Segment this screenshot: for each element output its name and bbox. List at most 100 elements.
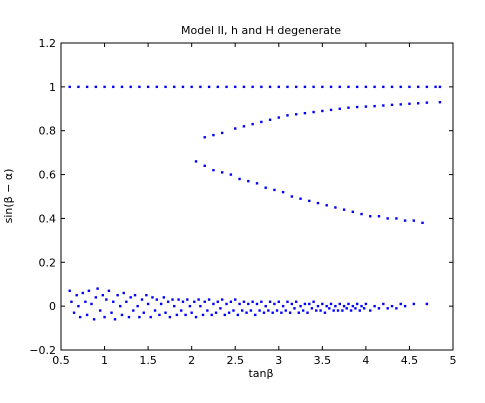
data-point (386, 217, 389, 220)
x-tick-label: 4 (362, 354, 369, 367)
data-point (145, 293, 148, 297)
data-point (173, 85, 176, 89)
data-point (171, 298, 174, 301)
data-point (362, 307, 366, 310)
data-point (277, 300, 280, 303)
series-3 (68, 287, 429, 321)
data-point (303, 302, 307, 306)
data-point (193, 300, 196, 303)
data-point (203, 136, 206, 139)
x-tick-label: 2.5 (226, 354, 244, 367)
data-point (216, 85, 219, 89)
data-point (403, 304, 407, 308)
data-point (212, 168, 215, 172)
data-point (308, 302, 311, 306)
data-point (207, 298, 211, 301)
data-point (177, 298, 180, 301)
data-point (275, 309, 279, 312)
y-tick-label: 1 (49, 81, 56, 94)
data-point (240, 309, 244, 312)
data-point (99, 309, 102, 312)
data-point (338, 107, 341, 110)
y-tick-label: 1.2 (39, 37, 57, 50)
data-point (280, 311, 283, 314)
data-point (247, 302, 250, 306)
data-point (72, 311, 76, 314)
data-point (336, 309, 340, 312)
data-point (347, 106, 350, 109)
data-point (168, 315, 172, 319)
series-0 (68, 85, 442, 89)
data-point (369, 215, 372, 218)
data-point (341, 309, 344, 312)
data-point (312, 300, 315, 303)
data-point (236, 313, 240, 317)
data-point (373, 104, 376, 108)
data-point (92, 318, 96, 321)
data-point (84, 300, 87, 303)
data-point (122, 291, 125, 295)
data-point (194, 315, 198, 319)
data-point (85, 313, 89, 317)
data-point (416, 85, 420, 89)
data-point (229, 300, 233, 303)
data-point (251, 122, 254, 126)
data-point (390, 304, 394, 308)
data-point (229, 173, 233, 176)
data-point (364, 105, 368, 108)
data-point (120, 313, 124, 317)
data-point (377, 307, 381, 310)
data-point (242, 300, 246, 303)
data-point (225, 302, 228, 306)
data-point (325, 304, 328, 308)
x-tick-label: 0.5 (52, 354, 70, 367)
data-point (284, 309, 287, 312)
data-point (120, 85, 124, 89)
data-point (290, 195, 294, 198)
data-point (360, 212, 363, 216)
data-point (382, 104, 385, 107)
data-point (133, 293, 137, 297)
data-point (373, 304, 376, 308)
data-point (345, 307, 348, 310)
data-point (210, 313, 213, 317)
data-point (212, 133, 215, 137)
data-point (254, 313, 257, 317)
data-point (438, 85, 442, 89)
data-point (151, 296, 154, 299)
data-point (412, 302, 415, 306)
data-point (116, 293, 119, 297)
data-point (138, 315, 141, 319)
data-point (251, 300, 254, 303)
data-point (94, 85, 98, 89)
data-point (351, 210, 355, 214)
x-tick-label: 5 (450, 354, 457, 367)
data-point (85, 85, 89, 89)
data-point (390, 103, 394, 107)
data-point (94, 296, 98, 299)
data-point (199, 304, 202, 308)
data-point (273, 302, 276, 306)
data-point (175, 313, 179, 317)
data-point (159, 302, 163, 306)
y-tick-label: 0.4 (39, 212, 57, 225)
data-point (355, 105, 359, 109)
x-tick-label: 1.5 (139, 354, 157, 367)
series-2 (194, 160, 424, 225)
data-point (125, 300, 128, 303)
data-point (299, 304, 302, 308)
data-point (153, 309, 157, 312)
data-point (328, 307, 331, 310)
data-point (277, 116, 280, 119)
data-point (181, 300, 185, 303)
data-point (142, 311, 145, 314)
data-point (338, 85, 341, 89)
data-point (325, 204, 328, 207)
x-tick-label: 3 (275, 354, 282, 367)
data-point (364, 85, 368, 89)
data-point (315, 309, 318, 312)
data-point (238, 177, 241, 181)
data-point (101, 293, 105, 297)
